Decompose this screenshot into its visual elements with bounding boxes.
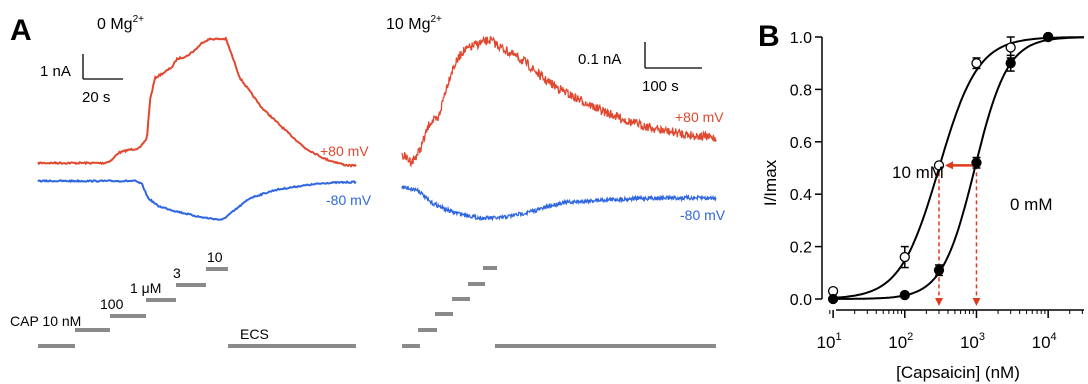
panel-b: B 0.0 0.2 0.4 0.6 0.8 1.0 101 102 103 104 10 mM 0…: [758, 20, 1085, 382]
point-10mm: [971, 58, 982, 69]
point-0mm: [1005, 58, 1016, 69]
step-label-3: 3: [173, 265, 181, 281]
point-0mm: [827, 293, 839, 305]
x-tick-label: 102: [888, 331, 913, 352]
y-tick-label: 0.0: [790, 292, 812, 309]
right-scale-x-label: 100 s: [642, 78, 679, 95]
right-voltage-neg: -80 mV: [680, 207, 726, 223]
y-axis-label: I/Imax: [761, 159, 780, 206]
step-label-10: 10: [207, 249, 223, 265]
left-scale-bar: 1 nA 20 s: [40, 54, 123, 106]
fit-curves: [833, 36, 1085, 300]
right-condition-charge: 2+: [430, 14, 442, 25]
series-label-0mm: 0 mM: [1010, 195, 1053, 214]
protocol-right: [402, 266, 716, 348]
x-tick-label: 103: [960, 331, 985, 352]
protocol-left: [38, 267, 356, 348]
left-condition-label: 0 Mg2+: [97, 14, 144, 33]
point-10mm: [933, 160, 945, 171]
right-condition-text: 10 Mg: [386, 16, 430, 33]
point-10mm: [899, 251, 910, 263]
y-tick-label: 0.2: [790, 240, 812, 257]
x-tick-label: 104: [1032, 331, 1057, 352]
y-tick-label: 1.0: [790, 30, 812, 47]
ec50-annotations: [934, 161, 981, 306]
step-label-cap: CAP 10 nM: [10, 313, 81, 329]
panel-b-label: B: [758, 20, 780, 53]
trace-left-plus80: [37, 36, 357, 168]
trace-right-minus80: [401, 185, 717, 222]
point-0mm: [971, 157, 982, 168]
trace-left-minus80: [37, 178, 357, 221]
right-scale-y-label: 0.1 nA: [578, 51, 621, 68]
left-voltage-pos: +80 mV: [320, 143, 369, 159]
fit-curve-10mm: [833, 36, 1084, 299]
left-voltage-neg: -80 mV: [326, 192, 372, 208]
dose-response-axes: 0.0 0.2 0.4 0.6 0.8 1.0 101 102 103 104: [790, 30, 1084, 352]
x-tick-label: 101: [817, 331, 842, 352]
wash-label: ECS: [240, 326, 269, 342]
right-scale-bar: 0.1 nA 100 s: [578, 42, 702, 95]
step-label-100: 100: [100, 296, 124, 312]
y-tick-label: 0.8: [790, 82, 812, 99]
step-label-1um: 1 μM: [130, 280, 161, 296]
left-condition-text: 0 Mg: [97, 16, 133, 33]
panel-a: A 0 Mg2+ 10 Mg2+ 1 nA 20 s 0.1 nA 100 s …: [10, 14, 726, 348]
y-tick-label: 0.6: [790, 135, 812, 152]
point-10mm: [1005, 42, 1016, 53]
point-0mm: [899, 289, 910, 301]
point-0mm: [1043, 31, 1054, 43]
point-0mm: [933, 265, 945, 276]
left-condition-charge: 2+: [133, 14, 145, 25]
left-scale-x-label: 20 s: [82, 89, 110, 106]
panel-a-label: A: [10, 14, 32, 47]
trace-right-plus80: [401, 35, 717, 168]
right-voltage-pos: +80 mV: [675, 109, 724, 125]
x-axis-label: [Capsaicin] (nM): [896, 363, 1020, 382]
y-tick-label: 0.4: [790, 187, 812, 204]
data-points: [827, 31, 1054, 305]
series-label-10mm: 10 mM: [892, 163, 944, 182]
fit-curve-0mm: [833, 36, 1085, 300]
left-scale-y-label: 1 nA: [40, 63, 71, 80]
right-condition-label: 10 Mg2+: [386, 14, 442, 33]
